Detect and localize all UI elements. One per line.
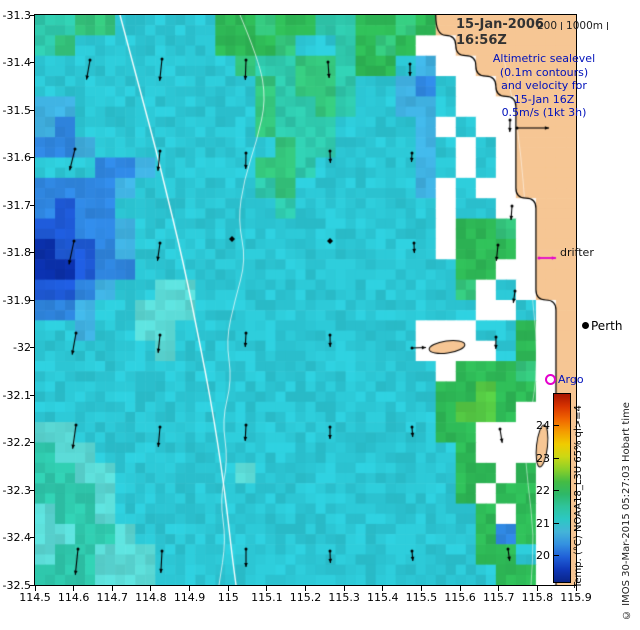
lon-tick-label: 115.8 [521, 591, 554, 604]
lon-tick-label: 115 [217, 591, 239, 604]
lat-tick-label: -31.7 [2, 198, 31, 212]
lat-tick-label: -32 [13, 341, 31, 354]
depth-scale-tick-icon [607, 22, 608, 30]
perth-marker-dot [582, 322, 589, 329]
lat-tick-label: -31.4 [2, 56, 31, 69]
legend-line: Altimetric sealevel [492, 52, 596, 65]
colorbar-tick-label: 20 [536, 549, 550, 563]
depth-scale-tick-icon [561, 22, 563, 30]
timestamp-date: 15-Jan-2006 [456, 17, 544, 32]
map-canvas [35, 15, 576, 585]
lon-tick-label: 115.2 [289, 591, 322, 604]
legend-line: (0.1m contours) [499, 65, 589, 79]
argo-marker-circle [545, 374, 556, 385]
lon-tick-mark [459, 586, 461, 591]
lat-tick-mark [30, 204, 35, 206]
legend-line: 0.5m/s (1kt 3h) [501, 106, 587, 119]
perth-label: Perth [591, 319, 623, 333]
lon-tick-mark [575, 586, 577, 591]
lon-tick-label: 115.5 [405, 591, 438, 604]
legend-line: 15-Jan 16Z [513, 92, 575, 106]
argo-label: Argo [558, 373, 584, 386]
lat-tick-mark [30, 252, 35, 253]
depth-scale-1000m-label: 1000m [566, 20, 603, 32]
lat-tick-label: -31.6 [2, 151, 31, 164]
lon-tick-mark [498, 586, 500, 591]
colorbar [553, 393, 571, 583]
lon-tick-label: 115.9 [560, 591, 592, 604]
legend-line: and velocity for [501, 79, 587, 92]
lon-tick-label: 115.1 [251, 591, 283, 604]
lon-tick-mark [189, 586, 191, 591]
lon-tick-mark [150, 586, 152, 591]
lat-tick-mark [30, 62, 35, 63]
colorbar-tick-mark [554, 555, 559, 557]
lat-tick-mark [30, 394, 35, 396]
depth-scale-200-label: 200 [537, 20, 558, 32]
drifter-label: drifter [560, 246, 594, 259]
lon-tick-label: 115.7 [482, 591, 515, 604]
lat-tick-label: -32.4 [2, 531, 31, 544]
lat-tick-label: -31.5 [2, 103, 31, 117]
lon-tick-mark [536, 586, 538, 591]
lon-tick-mark [266, 586, 268, 591]
depth-scale: 200 1000m [537, 20, 608, 32]
lon-tick-mark [34, 586, 36, 591]
lat-tick-label: -32.3 [2, 483, 31, 497]
lon-tick-mark [382, 586, 384, 591]
lat-tick-mark [30, 347, 35, 348]
colorbar-title: Temp. (°C) NOAA18_L3U 65% ql>=4 [573, 405, 584, 588]
lat-tick-mark [30, 14, 35, 16]
lat-tick-mark [30, 537, 35, 538]
colorbar-tick-mark [554, 457, 559, 459]
lon-tick-label: 114.8 [135, 591, 167, 604]
colorbar-tick-label: 21 [536, 516, 550, 530]
lat-tick-mark [30, 442, 35, 443]
colorbar-tick-mark [554, 425, 559, 427]
colorbar-tick-label: 23 [536, 451, 550, 465]
lon-tick-mark [420, 586, 422, 591]
lat-tick-mark [30, 157, 35, 158]
lat-tick-label: -32.2 [2, 436, 31, 449]
lat-tick-label: -32.1 [2, 388, 31, 402]
lat-tick-mark [30, 584, 35, 586]
lon-tick-label: 114.6 [57, 591, 90, 604]
lon-tick-mark [305, 586, 306, 591]
lon-tick-mark [227, 586, 229, 591]
lon-tick-mark [73, 586, 75, 591]
timestamp-time: 16:56Z [456, 33, 507, 48]
colorbar-tick-label: 22 [536, 484, 550, 498]
colorbar-tick-mark [554, 490, 559, 492]
lat-tick-label: -32.5 [2, 578, 31, 592]
copyright-text: © IMOS 30-Mar-2015 05:27:03 Hobart time [621, 402, 632, 620]
lat-tick-mark [30, 109, 35, 111]
colorbar-tick-mark [554, 522, 559, 524]
lon-tick-label: 115.3 [328, 591, 360, 604]
lon-tick-mark [111, 586, 113, 591]
lon-tick-label: 115.6 [444, 591, 476, 604]
lon-tick-mark [343, 586, 345, 591]
lon-tick-label: 114.9 [173, 591, 206, 604]
lat-tick-label: -31.8 [2, 246, 31, 259]
lat-tick-label: -31.3 [2, 8, 31, 22]
sealevel-velocity-legend: Altimetric sealevel (0.1m contours) and … [466, 52, 622, 120]
lon-tick-label: 114.5 [19, 591, 51, 604]
lon-tick-label: 114.7 [96, 591, 129, 604]
colorbar-tick-label: 24 [536, 419, 550, 433]
lat-tick-label: -31.9 [2, 293, 31, 307]
lat-tick-mark [30, 299, 35, 301]
lon-tick-label: 115.4 [367, 591, 399, 604]
lat-tick-mark [30, 489, 35, 491]
